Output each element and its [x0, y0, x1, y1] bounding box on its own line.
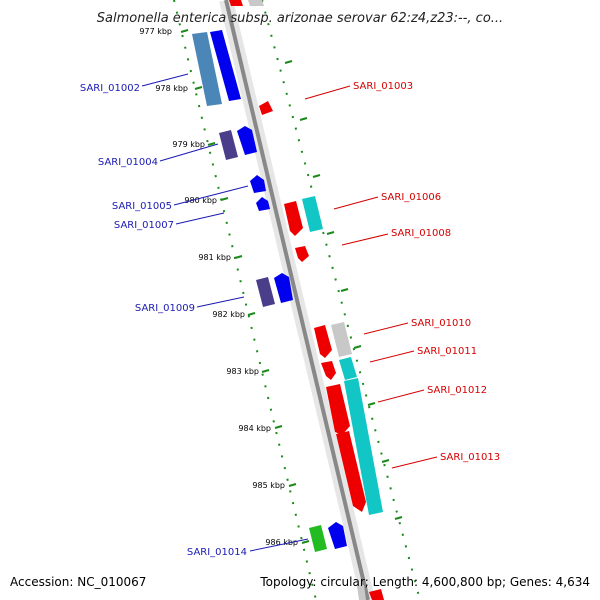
gene-feature-top-right[interactable] [248, 0, 264, 6]
connector-SARI_01008 [341, 233, 389, 246]
gene-label[interactable]: SARI_01010 [411, 318, 471, 329]
connector-SARI_01012 [377, 389, 425, 403]
tick-dash [394, 516, 403, 520]
gene-SARI_01002-arrow[interactable] [210, 30, 241, 101]
gene-SARI_01013-arrow[interactable] [336, 431, 366, 512]
gene-label[interactable]: SARI_01012 [427, 385, 487, 396]
gene-label[interactable]: SARI_01011 [417, 346, 477, 357]
gene-label[interactable]: SARI_01004 [98, 157, 158, 168]
tick-label: 978 kbp [155, 84, 188, 93]
tick-dash [274, 425, 283, 429]
gene-label[interactable]: SARI_01006 [381, 192, 441, 203]
connector-SARI_01005 [173, 185, 249, 206]
gene-SARI_01012-arrow[interactable] [326, 384, 350, 435]
tick-dash [194, 86, 203, 90]
gene-feature-top-left[interactable] [229, 0, 243, 6]
left-label-connectors [141, 73, 309, 552]
gene-label[interactable]: SARI_01008 [391, 228, 451, 239]
gene-SARI_01004-bar[interactable] [219, 130, 238, 160]
right-gene-labels: SARI_01003 SARI_01006 SARI_01008 SARI_01… [353, 81, 500, 463]
tick-dash [234, 255, 243, 259]
gene-SARI_01007-arrow[interactable] [256, 197, 270, 211]
gene-SARI_01011-arrow[interactable] [321, 361, 336, 380]
tick-labels: 977 kbp 978 kbp 979 kbp 980 kbp 981 kbp … [139, 27, 298, 547]
tick-label: 985 kbp [252, 481, 285, 490]
gene-SARI_01002-bar[interactable] [192, 32, 222, 106]
tick-label: 980 kbp [184, 196, 217, 205]
gene-SARI_01014-green[interactable] [309, 525, 327, 552]
tick-dash [220, 197, 229, 201]
connector-SARI_01009 [196, 296, 245, 308]
connector-SARI_01014 [249, 538, 309, 552]
tick-dash [180, 29, 189, 33]
gene-SARI_01009-arrow[interactable] [274, 273, 293, 303]
gene-feature-bottom-right[interactable] [369, 589, 384, 600]
gene-SARI_01010-gray[interactable] [331, 322, 352, 357]
map-title: Salmonella enterica subsp. arizonae sero… [97, 11, 503, 26]
tick-label: 983 kbp [226, 367, 259, 376]
gene-label[interactable]: SARI_01013 [440, 452, 500, 463]
tick-dash [288, 483, 297, 487]
connector-SARI_01002 [141, 73, 189, 87]
tick-dash [284, 60, 293, 64]
gene-SARI_01005-arrow[interactable] [250, 175, 266, 193]
gene-label[interactable]: SARI_01005 [112, 201, 172, 212]
gene-label[interactable]: SARI_01014 [187, 547, 247, 558]
tick-label: 977 kbp [139, 27, 172, 36]
tick-label: 979 kbp [172, 140, 205, 149]
tick-dash [353, 345, 362, 349]
tick-dash [312, 174, 321, 178]
gene-SARI_01009-bar[interactable] [256, 277, 275, 307]
gene-SARI_01013-cyan[interactable] [344, 378, 383, 515]
tick-dash [381, 459, 390, 463]
gene-feature-bottom-left[interactable] [357, 585, 366, 600]
tick-label: 981 kbp [198, 253, 231, 262]
right-label-connectors [304, 85, 438, 469]
connector-SARI_01010 [363, 322, 409, 335]
tick-dash [299, 117, 308, 121]
connector-SARI_01013 [391, 456, 438, 469]
right-ruler-line [261, 0, 421, 600]
connector-SARI_01006 [333, 196, 379, 210]
topology-text: Topology: circular; Length: 4,600,800 bp… [260, 575, 590, 589]
gene-SARI_01011-cyan[interactable] [339, 357, 357, 380]
tick-label: 984 kbp [238, 424, 271, 433]
connector-SARI_01003 [304, 85, 351, 100]
gene-SARI_01006-arrow[interactable] [284, 201, 303, 236]
tick-dash [247, 312, 256, 316]
gene-SARI_01008-arrow[interactable] [295, 246, 309, 262]
gene-label[interactable]: SARI_01003 [353, 81, 413, 92]
accession-text: Accession: NC_010067 [10, 575, 147, 589]
gene-SARI_01010-arrow[interactable] [314, 325, 332, 358]
gene-SARI_01014-arrow[interactable] [328, 522, 347, 549]
tick-dash [367, 402, 376, 406]
connector-SARI_01011 [369, 350, 415, 363]
tick-dash [340, 288, 349, 292]
genome-axis [224, 0, 370, 600]
gene-label[interactable]: SARI_01002 [80, 83, 140, 94]
gene-SARI_01004-arrow[interactable] [237, 126, 257, 155]
tick-dashes [180, 29, 403, 544]
gene-label[interactable]: SARI_01007 [114, 220, 174, 231]
tick-label: 982 kbp [212, 310, 245, 319]
connector-SARI_01007 [175, 212, 225, 225]
tick-dash [207, 142, 216, 146]
left-gene-labels: SARI_01002 SARI_01004 SARI_01005 SARI_01… [80, 83, 247, 558]
connector-SARI_01004 [159, 143, 219, 162]
gene-label[interactable]: SARI_01009 [135, 303, 195, 314]
gene-SARI_01006-cyan[interactable] [302, 196, 323, 232]
tick-dash [301, 540, 310, 544]
tick-dash [326, 231, 335, 235]
tick-label: 986 kbp [265, 538, 298, 547]
gene-SARI_01003-arrow[interactable] [259, 101, 273, 115]
tick-dash [261, 369, 270, 373]
